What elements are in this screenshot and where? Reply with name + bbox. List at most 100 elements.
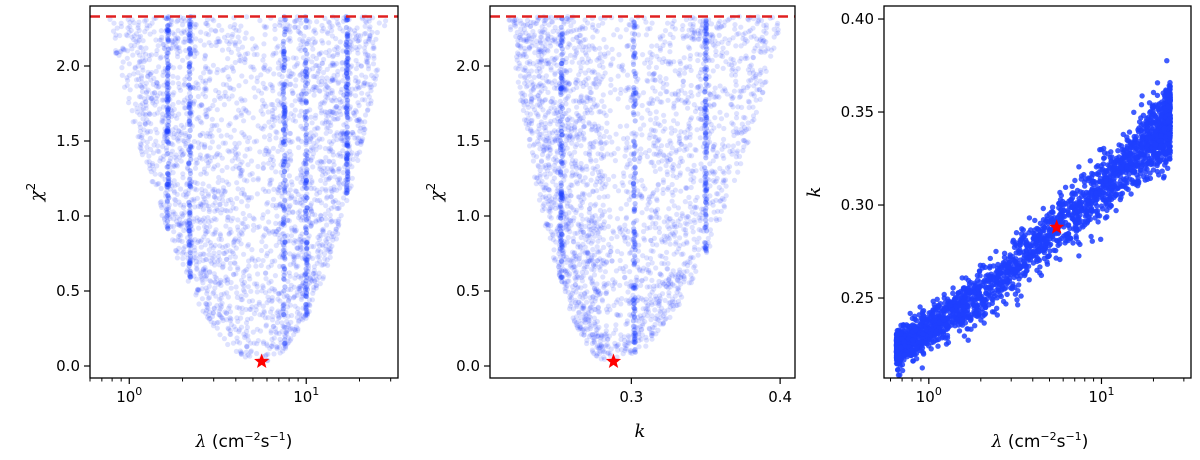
scatter-point	[209, 116, 215, 122]
scatter-point	[280, 91, 287, 97]
scatter-point	[585, 20, 591, 26]
scatter-point	[270, 107, 276, 113]
scatter-point	[313, 112, 319, 118]
scatter-point	[255, 163, 261, 170]
scatter-point	[723, 59, 729, 65]
scatter-point	[187, 207, 193, 213]
scatter-point	[170, 223, 176, 230]
scatter-point	[662, 297, 668, 303]
scatter-point	[207, 269, 213, 276]
scatter-point	[220, 265, 226, 271]
scatter-point	[292, 199, 298, 205]
scatter-point	[227, 85, 233, 91]
scatter-point	[300, 126, 306, 132]
scatter-point	[303, 302, 309, 308]
scatter-point	[149, 20, 155, 26]
scatter-point	[232, 155, 238, 161]
scatter-point	[361, 81, 367, 87]
scatter-point	[290, 71, 296, 77]
scatter-point	[228, 134, 234, 140]
scatter-point	[344, 70, 350, 76]
scatter-point	[239, 73, 245, 79]
scatter-point	[185, 278, 191, 284]
scatter-point	[303, 177, 309, 184]
scatter-point	[286, 137, 292, 143]
scatter-point	[344, 66, 350, 72]
scatter-point	[215, 258, 221, 264]
scatter-point	[609, 46, 615, 53]
scatter-point	[206, 312, 212, 318]
scatter-point	[196, 145, 202, 151]
scatter-point	[334, 187, 340, 193]
scatter-point	[130, 119, 136, 125]
scatter-point	[227, 260, 234, 266]
scatter-point	[276, 71, 282, 77]
scatter-point	[166, 130, 172, 137]
scatter-point	[307, 136, 314, 142]
scatter-point	[303, 85, 309, 91]
scatter-point	[269, 343, 275, 349]
scatter-point	[189, 123, 195, 129]
scatter-point	[219, 315, 225, 321]
scatter-point	[552, 105, 558, 111]
scatter-point	[339, 137, 345, 143]
scatter-point	[238, 351, 244, 357]
scatter-point	[241, 289, 248, 295]
scatter-point	[306, 36, 312, 43]
scatter-point	[188, 274, 194, 280]
scatter-point	[291, 113, 297, 119]
scatter-point	[178, 221, 184, 227]
scatter-point	[171, 106, 177, 112]
scatter-point	[353, 153, 360, 159]
scatter-point	[261, 310, 267, 316]
scatter-point	[360, 136, 366, 142]
scatter-point	[165, 87, 171, 93]
scatter-point	[323, 82, 329, 88]
scatter-point	[201, 166, 208, 172]
scatter-point	[312, 73, 318, 80]
scatter-point	[166, 112, 172, 119]
scatter-point	[228, 196, 234, 203]
scatter-point	[344, 97, 350, 103]
scatter-point	[289, 179, 295, 185]
scatter-point	[123, 32, 129, 38]
scatter-point	[254, 326, 260, 332]
scatter-point	[169, 39, 175, 46]
scatter-point	[170, 42, 176, 48]
scatter-point	[330, 168, 336, 174]
scatter-point	[321, 159, 327, 165]
scatter-point	[251, 340, 257, 346]
scatter-point	[148, 95, 154, 101]
scatter-point	[238, 351, 245, 357]
scatter-point	[218, 304, 225, 310]
scatter-point	[643, 276, 649, 282]
scatter-point	[344, 33, 350, 39]
scatter-point	[260, 80, 266, 86]
scatter-point	[314, 260, 320, 266]
scatter-point	[304, 191, 310, 197]
scatter-point	[320, 228, 326, 234]
scatter-point	[130, 52, 136, 58]
scatter-point	[263, 86, 269, 92]
scatter-point	[210, 166, 216, 172]
scatter-point	[362, 119, 368, 125]
scatter-point	[345, 62, 351, 68]
scatter-point	[252, 281, 258, 287]
scatter-point	[172, 37, 179, 43]
scatter-point	[317, 158, 323, 164]
scatter-point	[322, 261, 328, 267]
scatter-point	[341, 104, 347, 110]
scatter-point	[613, 131, 619, 137]
scatter-point	[650, 72, 656, 78]
scatter-point	[241, 192, 247, 198]
scatter-point	[149, 70, 155, 76]
scatter-point	[292, 188, 298, 194]
scatter-point	[164, 128, 170, 134]
scatter-point	[298, 42, 304, 48]
scatter-point	[175, 17, 181, 23]
scatter-point	[239, 199, 245, 205]
scatter-point	[316, 79, 322, 85]
scatter-point	[113, 50, 119, 56]
scatter-point	[204, 153, 210, 159]
scatter-point	[188, 85, 194, 91]
